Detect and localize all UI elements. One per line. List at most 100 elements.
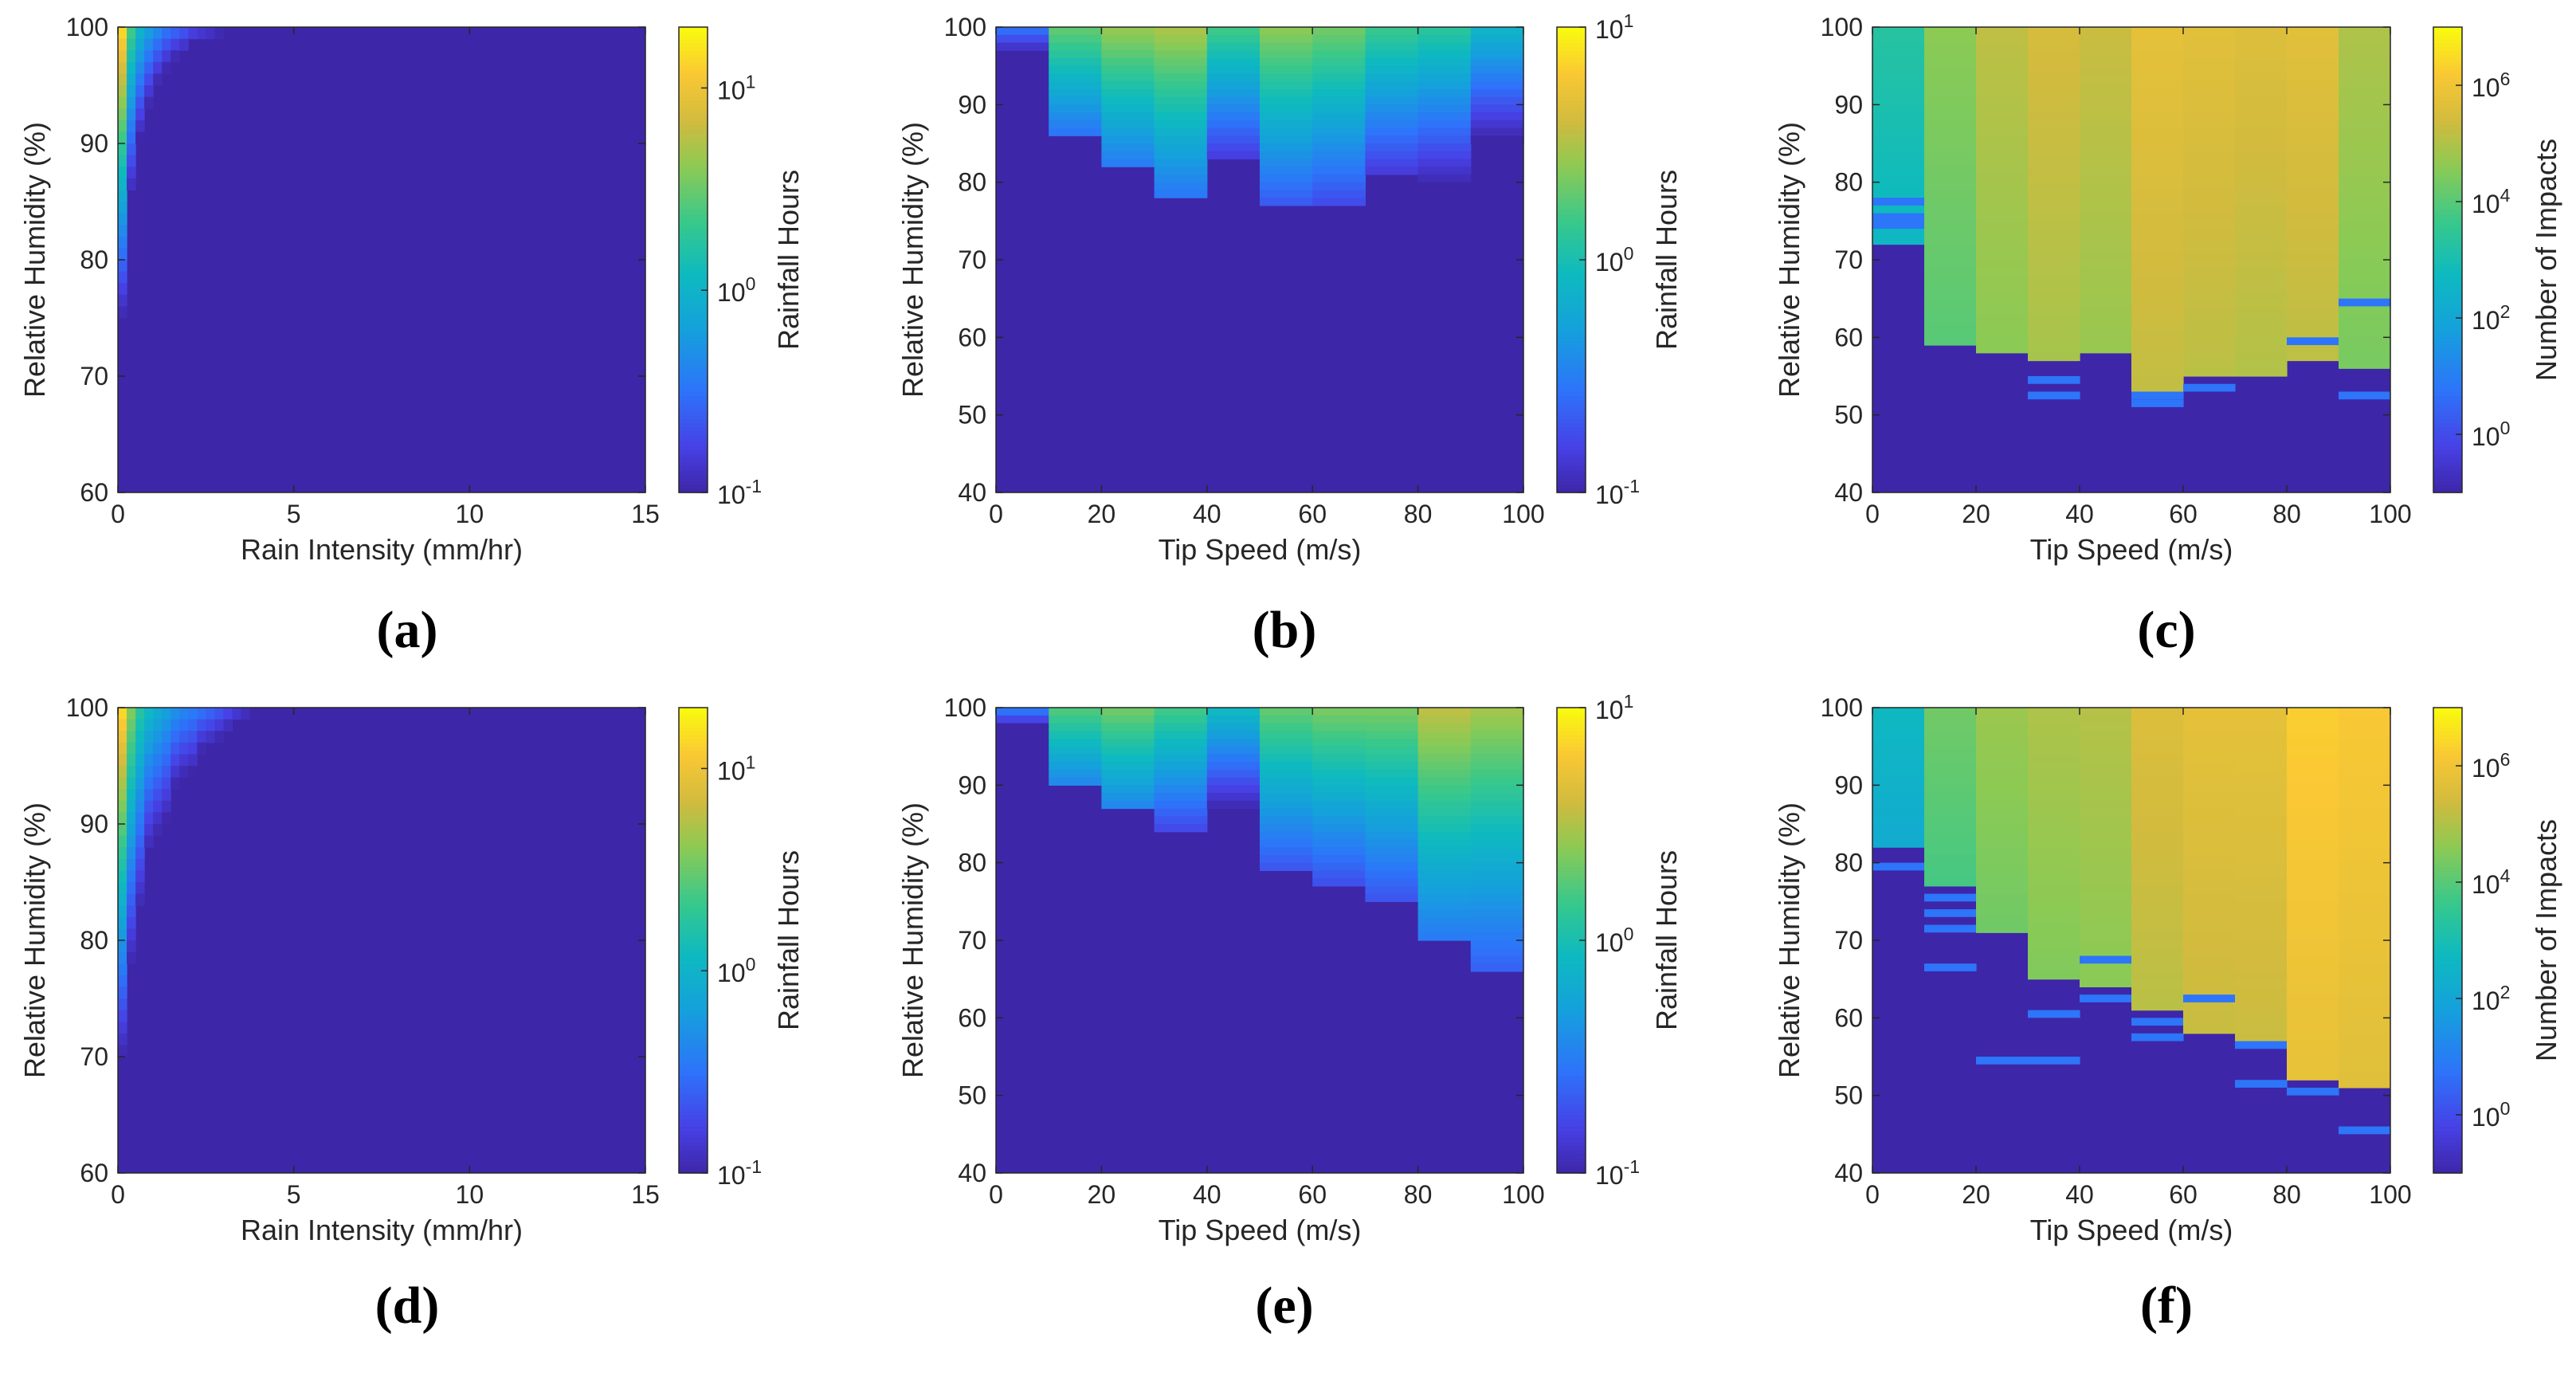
heatmap-cell bbox=[1154, 793, 1208, 802]
heatmap-cell bbox=[2287, 1033, 2339, 1042]
y-axis-label: Relative Humidity (%) bbox=[18, 122, 51, 398]
y-tick-label: 100 bbox=[1821, 13, 1863, 41]
heatmap-cell bbox=[1260, 34, 1313, 44]
heatmap-cell bbox=[2183, 1018, 2236, 1026]
heatmap-cell bbox=[2131, 321, 2184, 331]
heatmap-cell bbox=[1101, 754, 1155, 763]
heatmap-cell bbox=[2287, 290, 2339, 300]
colorbar-segment bbox=[679, 816, 708, 821]
colorbar-segment bbox=[679, 294, 708, 300]
heatmap-cell bbox=[1924, 96, 1977, 105]
heatmap-cell bbox=[2287, 1064, 2339, 1073]
heatmap-cell bbox=[2080, 831, 2132, 841]
heatmap-cell bbox=[1154, 762, 1208, 771]
heatmap-cell bbox=[2287, 1041, 2339, 1049]
heatmap-cell bbox=[1924, 57, 1977, 67]
heatmap-cell bbox=[144, 824, 154, 837]
heatmap-cell bbox=[2080, 306, 2132, 315]
heatmap-cell bbox=[197, 719, 206, 732]
heatmap-cell bbox=[1101, 50, 1155, 59]
colorbar-segment bbox=[2433, 1091, 2462, 1096]
heatmap-cell bbox=[2339, 947, 2391, 957]
heatmap-cell bbox=[2339, 987, 2391, 995]
heatmap-cell bbox=[2339, 298, 2391, 307]
heatmap-cell bbox=[2235, 27, 2288, 36]
colorbar-segment bbox=[2433, 738, 2462, 743]
y-tick-label: 60 bbox=[1834, 1003, 1863, 1032]
heatmap-cell bbox=[2080, 963, 2132, 972]
heatmap-cell bbox=[135, 812, 145, 825]
colorbar-segment bbox=[2433, 422, 2462, 427]
heatmap-cell bbox=[118, 108, 127, 121]
colorbar-segment bbox=[1557, 781, 1586, 787]
heatmap-cell bbox=[2080, 283, 2132, 292]
colorbar-segment bbox=[2433, 936, 2462, 941]
colorbar-segment bbox=[2433, 465, 2462, 470]
heatmap-cell bbox=[2235, 368, 2288, 377]
heatmap-cell bbox=[153, 777, 163, 790]
heatmap-cell bbox=[135, 131, 145, 144]
heatmap-cell bbox=[2235, 1010, 2288, 1018]
heatmap-cell bbox=[2131, 368, 2184, 377]
heatmap-cell bbox=[1260, 182, 1313, 190]
heatmap-cell bbox=[118, 236, 127, 249]
heatmap-cell bbox=[2080, 104, 2132, 113]
heatmap-cell bbox=[2131, 275, 2184, 284]
heatmap-cell bbox=[1365, 847, 1419, 856]
heatmap-cell bbox=[2339, 360, 2391, 369]
heatmap-cell bbox=[1872, 221, 1925, 229]
colorbar-segment bbox=[1557, 889, 1586, 895]
colorbar-tick-exponent: 4 bbox=[2500, 865, 2511, 886]
heatmap-cell bbox=[1154, 96, 1208, 105]
heatmap-cell bbox=[1976, 754, 2029, 763]
heatmap-cell bbox=[2339, 205, 2391, 214]
heatmap-cell bbox=[1976, 715, 2029, 724]
colorbar-segment bbox=[679, 785, 708, 790]
heatmap-cell bbox=[127, 777, 136, 790]
colorbar-segment bbox=[679, 263, 708, 269]
heatmap-cell bbox=[2080, 298, 2132, 307]
heatmap-cell bbox=[1924, 306, 1977, 315]
heatmap-cell bbox=[2028, 916, 2080, 926]
colorbar-segment bbox=[1557, 283, 1586, 288]
x-axis-label: Tip Speed (m/s) bbox=[2030, 533, 2233, 566]
heatmap-cell bbox=[144, 835, 154, 848]
colorbar-segment bbox=[2433, 34, 2462, 40]
heatmap-cell bbox=[2339, 1026, 2391, 1034]
heatmap-cell bbox=[1470, 754, 1524, 763]
colorbar-segment bbox=[679, 1041, 708, 1046]
heatmap-cell bbox=[1312, 190, 1366, 198]
heatmap-cell bbox=[1924, 723, 1977, 732]
heatmap-cell bbox=[2235, 1002, 2288, 1011]
colorbar-segment bbox=[2433, 1033, 2462, 1038]
colorbar-segment bbox=[1557, 341, 1586, 346]
colorbar-segment bbox=[2433, 893, 2462, 899]
heatmap-cell bbox=[118, 120, 127, 132]
heatmap-cell bbox=[2287, 104, 2339, 113]
colorbar-tick-exponent: 4 bbox=[2500, 185, 2511, 206]
colorbar-segment bbox=[679, 789, 708, 794]
heatmap-cell bbox=[1976, 143, 2029, 152]
colorbar-segment bbox=[679, 81, 708, 86]
colorbar-segment bbox=[1557, 314, 1586, 319]
colorbar-segment bbox=[1557, 348, 1586, 354]
heatmap-cell bbox=[2028, 213, 2080, 222]
y-tick-label: 80 bbox=[958, 849, 986, 877]
heatmap-cell bbox=[1976, 174, 2029, 183]
heatmap-cell bbox=[2287, 275, 2339, 284]
colorbar-tick-base: 10 bbox=[1595, 696, 1624, 724]
heatmap-cell bbox=[2287, 893, 2339, 902]
colorbar-segment bbox=[2433, 287, 2462, 292]
heatmap-cell bbox=[2339, 793, 2391, 802]
heatmap-cell bbox=[127, 766, 136, 779]
heatmap-cell bbox=[2131, 221, 2184, 229]
heatmap-cell bbox=[1976, 893, 2029, 902]
colorbar-segment bbox=[679, 870, 708, 875]
heatmap-cell bbox=[1260, 65, 1313, 74]
colorbar-segment bbox=[2433, 750, 2462, 755]
heatmap-cell bbox=[1154, 785, 1208, 794]
heatmap-cell bbox=[2080, 777, 2132, 786]
heatmap-cell bbox=[2131, 213, 2184, 222]
heatmap-cell bbox=[2235, 81, 2288, 90]
